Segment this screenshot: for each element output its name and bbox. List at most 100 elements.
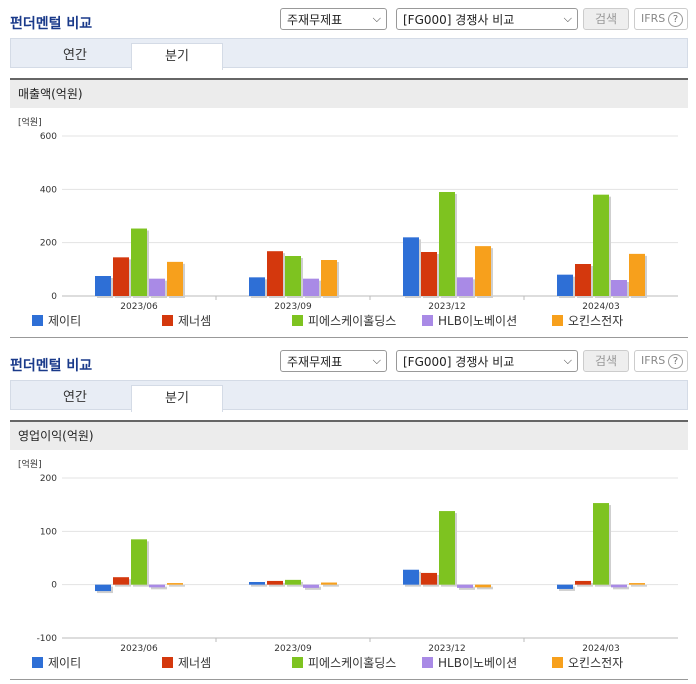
bar[interactable] (267, 580, 283, 585)
tab-annual[interactable]: 연간 (63, 390, 87, 405)
search-button[interactable]: 검색 (583, 350, 629, 372)
ifrs-help-button[interactable]: IFRS ? (634, 350, 688, 372)
bar[interactable] (249, 277, 265, 296)
period-tabs: 연간 분기 (10, 380, 688, 412)
statement-select[interactable]: 주재무제표 ⌵ (280, 350, 387, 372)
bar[interactable] (131, 539, 147, 585)
chart-title-bar: 매출액(억원) (10, 78, 688, 108)
chart-legend: 제이티 제너셈 피에스케이홀딩스 HLB이노베이션 오킨스전자 (10, 654, 690, 672)
help-icon: ? (668, 12, 683, 27)
bar[interactable] (149, 584, 165, 588)
ifrs-label: IFRS (641, 354, 666, 367)
bar[interactable] (403, 569, 419, 585)
legend-item[interactable]: 제너셈 (162, 654, 211, 671)
bar[interactable] (475, 246, 491, 296)
bar[interactable] (321, 260, 337, 296)
x-tick-label: 2024/03 (582, 644, 619, 652)
bar[interactable] (421, 572, 437, 585)
x-tick-label: 2023/12 (428, 302, 465, 310)
legend-swatch (292, 657, 303, 668)
bar[interactable] (249, 582, 265, 585)
legend-item[interactable]: HLB이노베이션 (422, 654, 517, 671)
legend-item[interactable]: HLB이노베이션 (422, 312, 517, 329)
legend-item[interactable]: 오킨스전자 (552, 654, 623, 671)
help-icon: ? (668, 354, 683, 369)
y-tick-label: 400 (40, 185, 57, 195)
bar[interactable] (629, 253, 645, 296)
bar[interactable] (611, 584, 627, 588)
fundamental-panel-2: 펀더멘털 비교 주재무제표 ⌵ [FG000] 경쟁사 비교 ⌵ 검색 IFRS… (0, 342, 696, 684)
bar[interactable] (113, 577, 129, 585)
legend-item[interactable]: 제이티 (32, 654, 81, 671)
y-tick-label: -100 (37, 634, 58, 644)
bar[interactable] (303, 584, 319, 588)
bar[interactable] (575, 264, 591, 296)
bar[interactable] (95, 584, 111, 592)
bar[interactable] (421, 252, 437, 296)
bar[interactable] (557, 584, 573, 589)
bar[interactable] (267, 251, 283, 296)
divider (10, 679, 688, 680)
legend-label: 오킨스전자 (568, 656, 624, 670)
statement-select[interactable]: 주재무제표 ⌵ (280, 8, 387, 30)
legend-label: 제너셈 (178, 656, 212, 670)
bar[interactable] (131, 228, 147, 296)
operating-profit-chart: [억원] -100 0 100 200 2023/06 2023/09 2023/12 2024… (10, 454, 690, 684)
bar[interactable] (285, 256, 301, 296)
legend-item[interactable]: 피에스케이홀딩스 (292, 654, 396, 671)
bar[interactable] (611, 280, 627, 296)
bar[interactable] (629, 583, 645, 585)
bar[interactable] (167, 261, 183, 296)
bar-shadow (613, 586, 629, 590)
compare-select[interactable]: [FG000] 경쟁사 비교 ⌵ (396, 350, 578, 372)
y-tick-label: 600 (40, 132, 57, 142)
bar[interactable] (303, 278, 319, 296)
legend-swatch (32, 315, 43, 326)
panel-header: 펀더멘털 비교 주재무제표 ⌵ [FG000] 경쟁사 비교 ⌵ 검색 IFRS… (0, 0, 696, 34)
bar-shadow (269, 582, 285, 587)
y-tick-label: 0 (51, 292, 57, 302)
compare-select[interactable]: [FG000] 경쟁사 비교 ⌵ (396, 8, 578, 30)
bar[interactable] (403, 237, 419, 296)
x-tick-label: 2023/09 (274, 302, 312, 310)
search-button[interactable]: 검색 (583, 8, 629, 30)
bar[interactable] (557, 274, 573, 296)
bar[interactable] (167, 583, 183, 585)
tab-quarterly[interactable]: 분기 (131, 385, 223, 412)
legend-item[interactable]: 오킨스전자 (552, 312, 623, 329)
legend-item[interactable]: 제이티 (32, 312, 81, 329)
legend-item[interactable]: 피에스케이홀딩스 (292, 312, 396, 329)
bar[interactable] (475, 584, 491, 588)
bar[interactable] (457, 584, 473, 588)
ifrs-help-button[interactable]: IFRS ? (634, 8, 688, 30)
statement-select-value: 주재무제표 (287, 355, 343, 369)
tab-quarterly[interactable]: 분기 (131, 43, 223, 70)
bar-shadow (323, 584, 339, 587)
bar[interactable] (457, 277, 473, 296)
legend-label: 오킨스전자 (568, 314, 624, 328)
legend-item[interactable]: 제너셈 (162, 312, 211, 329)
bar-shadow (477, 586, 493, 590)
legend-swatch (552, 315, 563, 326)
bar[interactable] (439, 511, 455, 585)
tab-annual[interactable]: 연간 (63, 48, 87, 63)
divider (10, 337, 688, 338)
fundamental-panel-1: 펀더멘털 비교 주재무제표 ⌵ [FG000] 경쟁사 비교 ⌵ 검색 IFRS… (0, 0, 696, 338)
bar-shadow (151, 586, 167, 590)
legend-swatch (162, 657, 173, 668)
bar[interactable] (439, 192, 455, 296)
bar[interactable] (593, 194, 609, 296)
bar[interactable] (575, 580, 591, 585)
y-unit-label: [억원] (18, 458, 42, 470)
bar[interactable] (149, 278, 165, 296)
legend-label: 제너셈 (178, 314, 212, 328)
bar[interactable] (285, 579, 301, 585)
chart-title-bar: 영업이익(억원) (10, 420, 688, 450)
bar[interactable] (593, 503, 609, 585)
x-tick-label: 2023/09 (274, 644, 312, 652)
legend-label: 피에스케이홀딩스 (308, 656, 397, 670)
revenue-chart-svg: [억원] 0 200 400 600 2023/06 2023/09 2023/12 2024/… (18, 116, 678, 310)
bar[interactable] (321, 582, 337, 585)
bar[interactable] (95, 276, 111, 296)
bar[interactable] (113, 257, 129, 296)
